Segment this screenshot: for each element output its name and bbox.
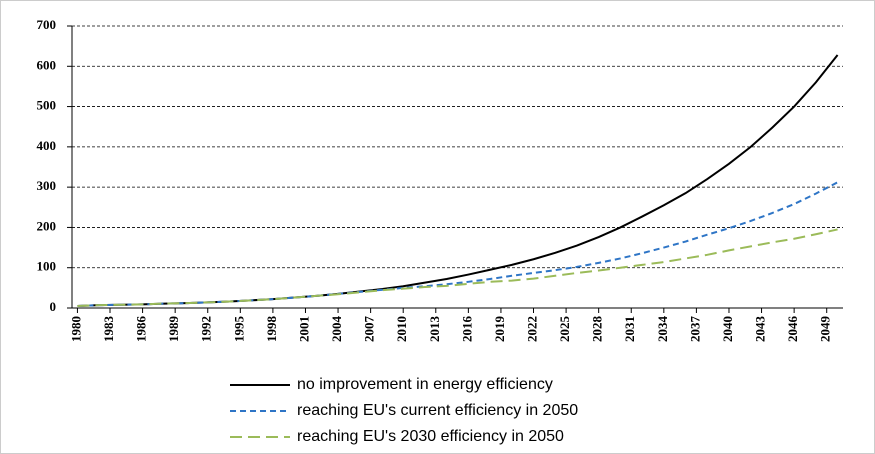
series-line — [77, 228, 838, 307]
x-tick-label: 1998 — [264, 316, 279, 343]
y-tick-label: 400 — [37, 138, 57, 153]
x-tick-label: 1995 — [231, 316, 246, 343]
x-tick-label: 2019 — [492, 316, 507, 343]
x-tick-label: 2040 — [720, 316, 735, 342]
x-tick-label: 2001 — [296, 316, 311, 342]
series-line — [77, 181, 839, 307]
y-tick-label: 300 — [37, 178, 57, 193]
y-tick-label: 0 — [50, 299, 57, 314]
y-tick-label: 100 — [37, 259, 57, 274]
x-tick-label: 1983 — [101, 316, 116, 343]
x-tick-label: 2046 — [785, 316, 800, 343]
x-tick-label: 2007 — [362, 316, 377, 343]
x-tick-label: 1992 — [199, 316, 214, 342]
y-tick-label: 200 — [37, 218, 57, 233]
x-tick-label: 2028 — [590, 316, 605, 343]
x-tick-label: 2034 — [655, 316, 670, 343]
legend-label: reaching EU's 2030 efficiency in 2050 — [297, 428, 564, 445]
y-tick-label: 700 — [37, 17, 57, 32]
x-tick-label: 2022 — [524, 316, 539, 342]
x-tick-label: 2049 — [818, 316, 833, 343]
y-tick-label: 500 — [37, 98, 57, 113]
x-tick-label: 2043 — [753, 316, 768, 343]
legend-label: reaching EU's current efficiency in 2050 — [297, 402, 578, 419]
series-line — [77, 54, 839, 307]
x-tick-label: 1989 — [166, 316, 181, 343]
x-tick-label: 2013 — [427, 316, 442, 343]
x-tick-label: 2025 — [557, 316, 572, 343]
x-tick-label: 2016 — [459, 316, 474, 343]
x-tick-label: 1980 — [68, 316, 83, 342]
x-tick-label: 2010 — [394, 316, 409, 342]
x-tick-label: 2037 — [687, 316, 702, 343]
x-tick-label: 1986 — [134, 316, 149, 343]
x-tick-label: 2031 — [622, 316, 637, 342]
y-tick-label: 600 — [37, 57, 57, 72]
x-tick-label: 2004 — [329, 316, 344, 343]
legend-label: no improvement in energy efficiency — [297, 376, 553, 393]
